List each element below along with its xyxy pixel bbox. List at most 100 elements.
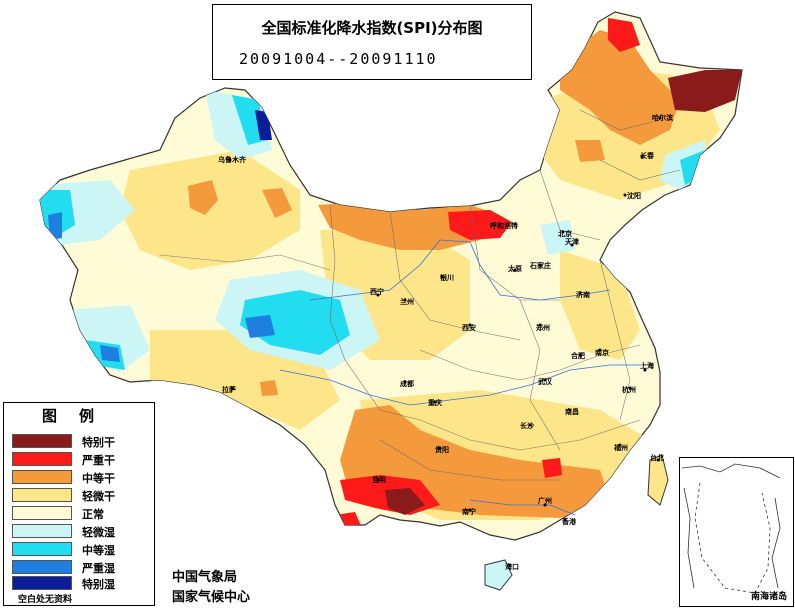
zone-moderate-dry-xinjiang-a xyxy=(188,180,218,215)
zone-severe-dry-guangxi xyxy=(542,458,562,478)
svg-text:长春: 长春 xyxy=(640,151,655,160)
svg-text:台北: 台北 xyxy=(650,453,664,462)
svg-text:银川: 银川 xyxy=(440,273,454,282)
legend-item-normal: 正常 xyxy=(12,505,152,521)
legend-swatch xyxy=(12,470,72,484)
zone-moderate-dry-tibet xyxy=(260,380,278,396)
svg-text:济南: 济南 xyxy=(576,290,590,299)
date-range: 20091004--20091110 xyxy=(239,50,438,68)
svg-text:上海: 上海 xyxy=(640,361,654,370)
svg-text:天津: 天津 xyxy=(565,237,579,246)
city-xining: 西宁 xyxy=(370,287,384,297)
legend: 图例 特别干 严重干 中等干 轻微干 正常 轻微湿 中等湿 严重湿 特别湿 空白… xyxy=(3,402,155,606)
legend-label: 严重湿 xyxy=(82,562,115,575)
city-nanchang: 南昌 xyxy=(565,407,579,416)
city-zhengzhou: 郑州 xyxy=(536,323,550,332)
credit-cma: 中国气象局 xyxy=(172,570,238,585)
province-borders xyxy=(159,109,681,481)
legend-label: 轻微湿 xyxy=(82,526,115,539)
zone-moderate-wet-qinghai xyxy=(240,290,350,355)
legend-item-extreme-wet: 特别湿 xyxy=(12,575,152,591)
inset-coastline xyxy=(681,463,781,479)
pearl-river xyxy=(469,499,576,516)
legend-swatch xyxy=(12,452,72,466)
svg-text:拉萨: 拉萨 xyxy=(222,385,236,394)
taiwan-island xyxy=(647,454,669,506)
svg-text:南宁: 南宁 xyxy=(462,507,476,516)
legend-label: 正常 xyxy=(82,508,104,521)
svg-text:长沙: 长沙 xyxy=(520,421,534,430)
zone-severe-dry-hohhot xyxy=(448,210,512,240)
svg-text:香港: 香港 xyxy=(561,517,577,526)
legend-note: 空白处无资料 xyxy=(18,595,73,605)
legend-swatch xyxy=(12,524,72,538)
svg-text:海口: 海口 xyxy=(505,562,519,571)
legend-item-extreme-dry: 特别干 xyxy=(12,433,152,449)
svg-text:太原: 太原 xyxy=(508,264,522,273)
city-jinan: 济南 xyxy=(576,290,590,299)
credit-ncc: 国家气候中心 xyxy=(172,590,251,605)
inset-boundary xyxy=(694,482,771,594)
city-chongqing: 重庆 xyxy=(428,398,442,407)
city-hongkong: 香港 xyxy=(561,517,577,526)
legend-item-slight-wet: 轻微湿 xyxy=(12,523,152,539)
city-nanning: 南宁 xyxy=(462,507,476,516)
svg-text:成都: 成都 xyxy=(400,379,414,388)
svg-text:杭州: 杭州 xyxy=(622,385,636,394)
city-shenyang: 沈阳 xyxy=(623,191,641,200)
inset-label: 南海诸岛 xyxy=(750,592,787,602)
city-urumqi: 乌鲁木齐 xyxy=(218,155,247,164)
city-lhasa: 拉萨 xyxy=(222,385,236,394)
zone-severe-wet-tibet xyxy=(100,345,120,362)
svg-text:郑州: 郑州 xyxy=(536,323,550,332)
zone-light-dry-west xyxy=(120,150,300,270)
legend-label: 严重干 xyxy=(82,454,115,467)
svg-text:贵阳: 贵阳 xyxy=(435,445,449,454)
city-hangzhou: 杭州 xyxy=(622,385,636,394)
city-guangzhou: 广州 xyxy=(538,496,552,507)
legend-swatch xyxy=(12,560,72,574)
svg-text:合肥: 合肥 xyxy=(570,351,585,360)
svg-text:昆明: 昆明 xyxy=(372,475,386,484)
zone-slight-wet-hebei xyxy=(540,220,575,255)
svg-text:乌鲁木齐: 乌鲁木齐 xyxy=(218,155,247,164)
svg-text:哈尔滨: 哈尔滨 xyxy=(652,113,673,122)
svg-text:南昌: 南昌 xyxy=(565,407,579,416)
city-tianjin: 天津 xyxy=(565,237,579,247)
legend-label: 中等湿 xyxy=(82,544,115,557)
svg-text:重庆: 重庆 xyxy=(428,398,442,407)
zone-severe-dry-north-tip xyxy=(608,18,640,52)
zone-moderate-dry-hebei xyxy=(575,140,605,162)
city-shijiazhuang: 石家庄 xyxy=(529,261,551,270)
inset-coast-east xyxy=(771,497,781,589)
svg-text:北京: 北京 xyxy=(558,229,572,238)
svg-text:武汉: 武汉 xyxy=(538,377,553,386)
city-lanzhou: 兰州 xyxy=(400,297,414,306)
svg-text:石家庄: 石家庄 xyxy=(529,261,551,270)
city-hefei: 合肥 xyxy=(570,351,585,360)
legend-item-severe-dry: 严重干 xyxy=(12,451,152,467)
svg-text:西宁: 西宁 xyxy=(370,287,384,296)
legend-label: 特别干 xyxy=(82,436,115,449)
city-beijing: 北京 xyxy=(558,229,572,238)
yellow-river xyxy=(309,239,611,301)
zone-severe-wet-xinjiang xyxy=(48,212,62,240)
inset-map xyxy=(681,463,781,594)
legend-label: 特别湿 xyxy=(82,578,115,591)
legend-swatch xyxy=(12,434,72,448)
svg-text:沈阳: 沈阳 xyxy=(627,191,641,200)
inset-coast-west xyxy=(683,487,695,589)
city-wuhan: 武汉 xyxy=(538,377,553,386)
svg-text:兰州: 兰州 xyxy=(400,297,414,306)
legend-item-severe-wet: 严重湿 xyxy=(12,559,152,575)
zone-severe-wet-qinghai xyxy=(245,315,275,338)
city-changchun: 长春 xyxy=(640,151,655,160)
zone-extreme-dry-heilongjiang xyxy=(668,70,742,112)
legend-item-moderate-dry: 中等干 xyxy=(12,469,152,485)
svg-text:呼和浩特: 呼和浩特 xyxy=(490,221,518,230)
legend-swatch xyxy=(12,488,72,502)
city-hohhot: 呼和浩特 xyxy=(490,221,518,230)
legend-title: 图例 xyxy=(41,407,116,425)
zone-extreme-dry-yunnan xyxy=(385,488,425,515)
